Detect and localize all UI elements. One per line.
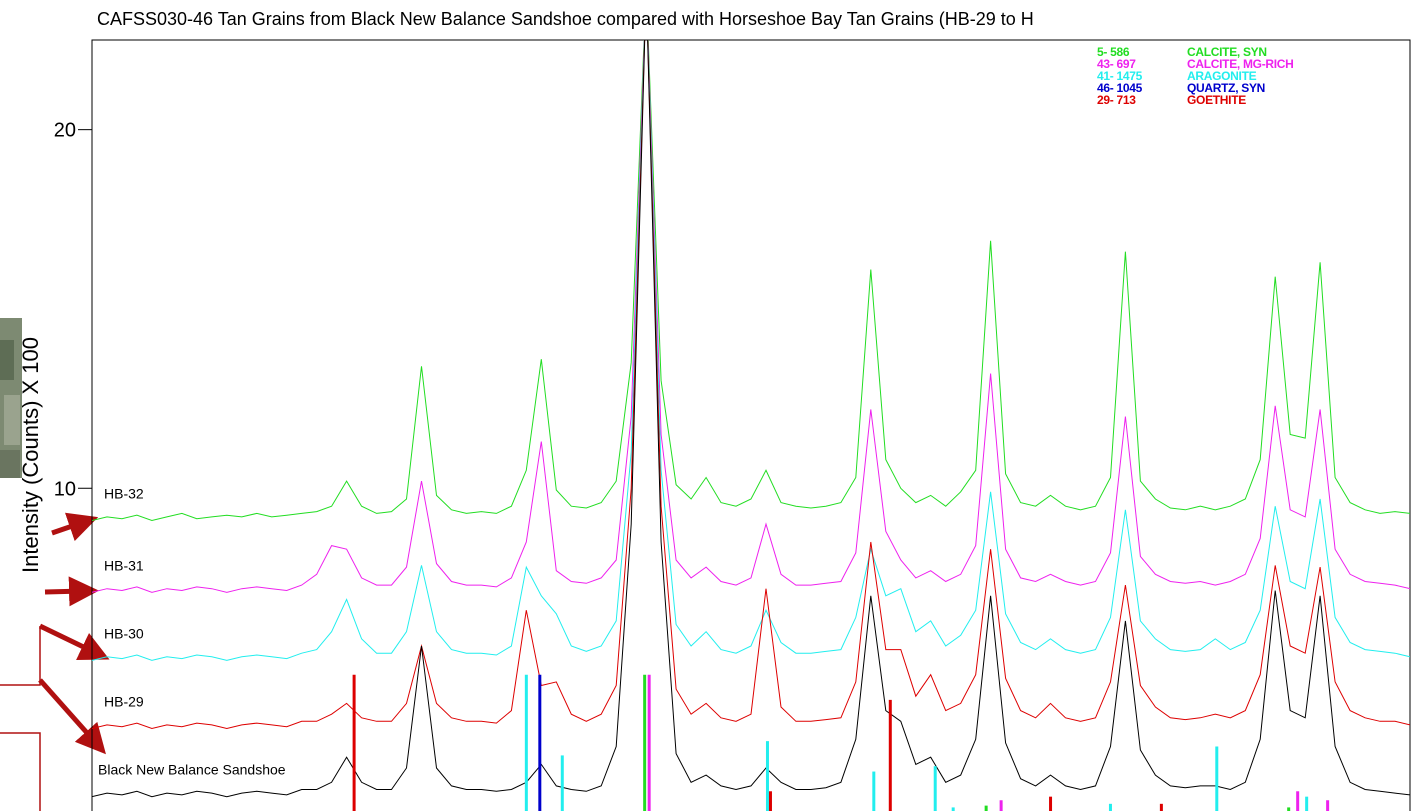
legend-card: 43- 697 <box>1097 57 1136 71</box>
trace-label: HB-32 <box>104 486 144 502</box>
trace <box>92 40 1410 730</box>
y-tick-label: 10 <box>54 478 76 500</box>
legend-name: CALCITE, MG-RICH <box>1187 57 1294 71</box>
chart-title: CAFSS030-46 Tan Grains from Black New Ba… <box>97 9 1034 29</box>
legend-name: QUARTZ, SYN <box>1187 81 1265 95</box>
trace <box>92 40 1410 522</box>
legend-card: 5- 586 <box>1097 45 1130 59</box>
legend-card: 29- 713 <box>1097 93 1136 107</box>
trace-label: Black New Balance Sandshoe <box>98 762 286 778</box>
y-axis-label: Intensity (Counts) X 100 <box>18 337 43 573</box>
annotations <box>0 512 110 811</box>
legend-card: 41- 1475 <box>1097 69 1143 83</box>
legend-name: GOETHITE <box>1187 93 1246 107</box>
trace <box>92 40 1410 593</box>
plot-frame <box>91 39 1411 811</box>
trace-label: HB-31 <box>104 557 144 573</box>
legend-name: CALCITE, SYN <box>1187 45 1267 59</box>
trace-label: HB-29 <box>104 694 144 710</box>
trace <box>92 40 1410 661</box>
trace <box>92 40 1410 798</box>
legend-name: ARAGONITE <box>1187 69 1257 83</box>
photo-fragment <box>0 318 22 478</box>
plot-area <box>92 40 1410 811</box>
legend-card: 46- 1045 <box>1097 81 1143 95</box>
y-tick-label: 20 <box>54 120 76 142</box>
trace-label: HB-30 <box>104 625 144 641</box>
